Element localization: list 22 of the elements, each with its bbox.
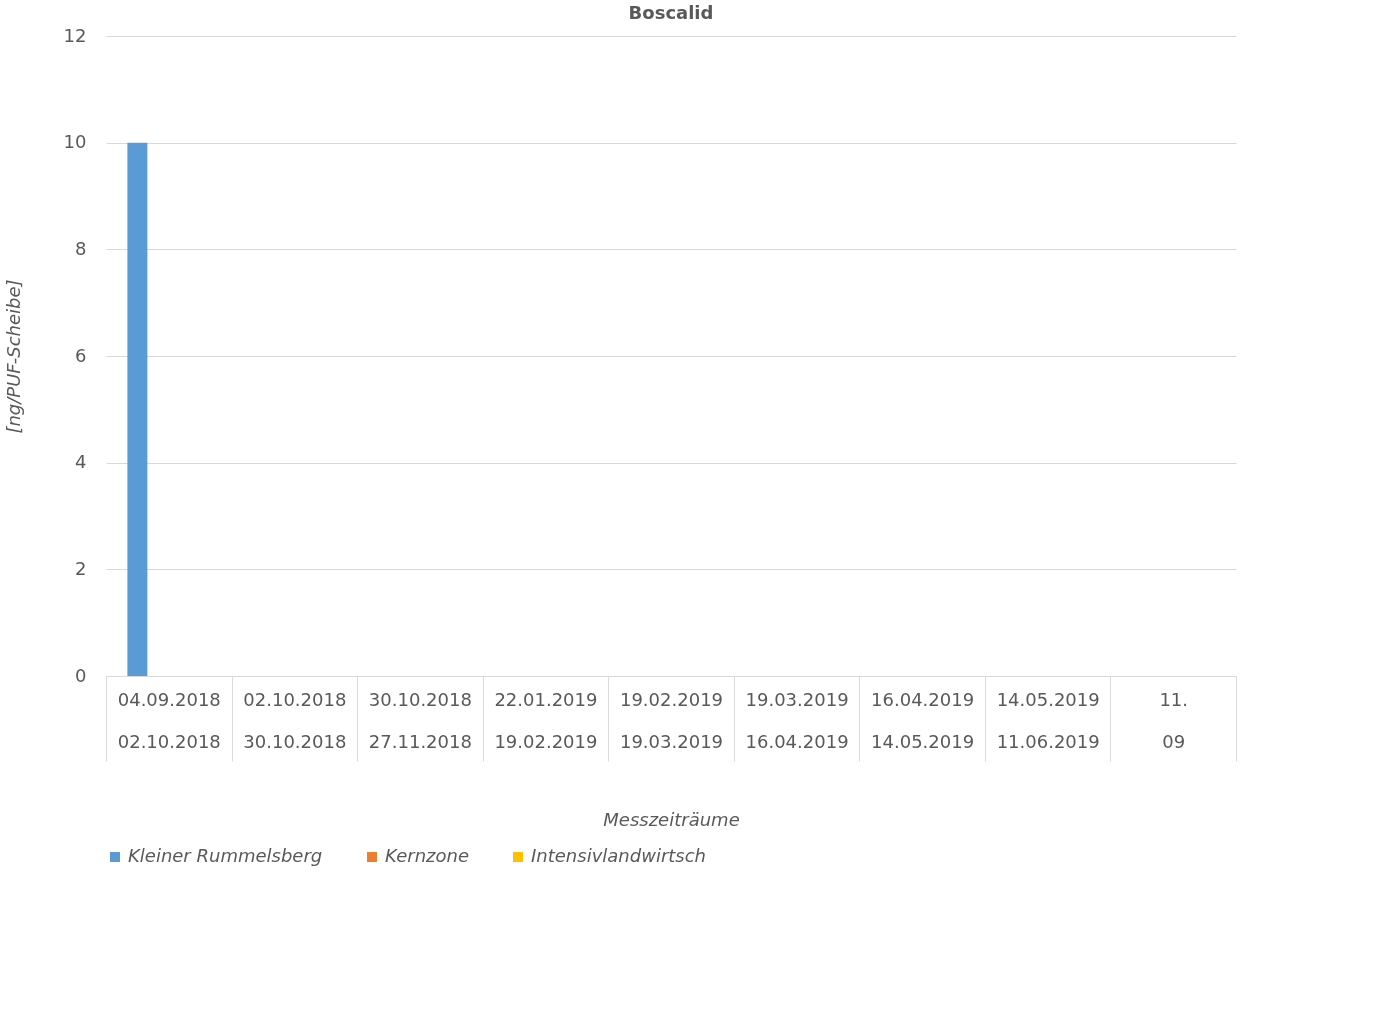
legend-label: Kernzone [385,845,469,866]
y-tick-label: 10 [63,131,87,153]
x-tick-label: 02.10.2018 30.10.2018 [243,688,347,752]
y-tick-label: 0 [75,664,87,686]
x-tick-label: 19.03.2019 16.04.2019 [745,688,849,752]
x-tick-label: 11. 09 [1159,688,1189,752]
legend-label: Kleiner Rummelsberg [128,845,323,866]
chart-title: Boscalid [628,2,714,23]
y-tick-label: 12 [63,24,87,46]
legend-label: Intensivlandwirtsch [531,845,707,866]
x-tick-label: 04.09.2018 02.10.2018 [117,688,221,752]
x-axis-title: Messzeiträume [603,809,740,830]
x-tick-label: 30.10.2018 27.11.2018 [368,688,472,752]
y-tick-label: 6 [75,344,87,366]
x-tick-label: 14.05.2019 11.06.2019 [996,688,1100,752]
x-tick-label: 19.02.2019 19.03.2019 [619,688,724,752]
x-tick-label: 16.04.2019 14.05.2019 [871,688,975,752]
y-tick-label: 4 [75,451,87,473]
y-axis-title: [ng/PUF-Scheibe] [2,279,24,434]
y-tick-label: 2 [75,557,87,579]
y-tick-label: 8 [75,237,87,259]
x-tick-label: 22.01.2019 19.02.2019 [494,688,598,752]
